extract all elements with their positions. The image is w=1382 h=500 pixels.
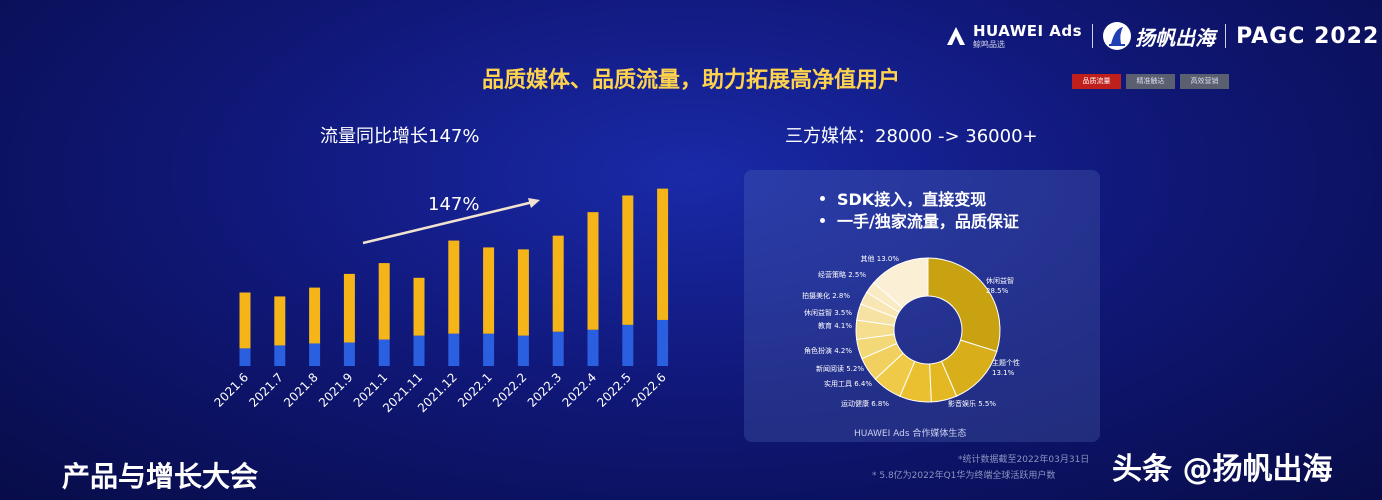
bar-segment: [343, 273, 355, 343]
donut-slice: [927, 257, 1001, 353]
bar-segment: [657, 319, 669, 366]
pagc-logo: PAGC 2022: [1236, 23, 1380, 49]
bar-segment: [552, 331, 564, 366]
bar-segment: [448, 333, 460, 366]
donut-slice-label: 影音娱乐 5.5%: [948, 399, 996, 408]
bar-segment: [343, 342, 355, 366]
huawei-ads-icon: [945, 25, 967, 47]
bar-segment: [448, 240, 460, 334]
media-title: 三方媒体：28000 -> 36000+: [785, 126, 1038, 147]
donut-slice-label: 休闲益智 3.5%: [804, 308, 852, 317]
bar-segment: [622, 195, 634, 325]
bar-segment: [622, 324, 634, 366]
bar-segment: [378, 339, 390, 366]
bar-segment: [517, 335, 529, 366]
growth-arrow: [362, 200, 534, 245]
donut-slice-label: 实用工具 6.4%: [824, 379, 872, 388]
media-bullet: 一手/独家流量，品质保证: [820, 208, 1019, 232]
x-tick-label: 2021.9: [316, 370, 356, 410]
x-tick-labels: 2021.62021.72021.82021.92021.12021.11202…: [212, 370, 669, 415]
donut-slice-label: 教育 4.1%: [818, 321, 852, 330]
donut-caption: HUAWEI Ads 合作媒体生态: [854, 429, 967, 439]
media-donut-chart: 休闲益智 28.5% 主题个性 13.1% 影音娱乐 5.5% 运动健康 6.8% 实用工具…: [802, 254, 1020, 408]
watermark: 头条 @扬帆出海: [1112, 452, 1333, 487]
brand-divider-2: [1225, 24, 1227, 48]
huawei-ads-name: HUAWEI Ads: [973, 21, 1083, 40]
huawei-ads-subtitle: 鲸鸣品选: [973, 39, 1005, 49]
footnote: * 5.8亿为2022年Q1华为终端全球活跃用户数: [872, 471, 1056, 481]
yangfan-logo: 扬帆出海: [1103, 22, 1215, 51]
x-tick-label: 2021.6: [212, 370, 252, 410]
x-tick-label: 2022.1: [455, 370, 495, 410]
slide-title: 品质媒体、品质流量，助力拓展高净值用户: [481, 68, 900, 93]
bar-segment: [587, 329, 599, 366]
arrow-head-icon: [528, 198, 540, 208]
media-panel: SDK接入，直接变现 一手/独家流量，品质保证 休闲益智 28.5% 主题个性 13.…: [744, 170, 1100, 442]
bar-segment: [274, 296, 286, 346]
media-bullet: SDK接入，直接变现: [820, 186, 986, 210]
donut-slice: [872, 257, 929, 309]
donut-slice-label: 新闻阅读 5.2%: [816, 364, 864, 373]
media-bullet-text: 一手/独家流量，品质保证: [837, 212, 1019, 231]
bar-segment: [413, 277, 425, 336]
yangfan-name: 扬帆出海: [1135, 25, 1216, 50]
bar-segment: [517, 249, 529, 336]
tab-strip: 品质流量 精准触达 高效营销: [1072, 74, 1229, 89]
brand-divider: [1092, 24, 1094, 48]
donut-slice-label: 拍摄美化 2.8%: [802, 291, 850, 300]
bar-segment: [239, 292, 251, 349]
growth-annotation: 147%: [428, 194, 479, 215]
huawei-ads-logo: HUAWEI Ads 鲸鸣品选: [945, 21, 1083, 49]
x-tick-label: 2022.4: [560, 370, 600, 410]
bar-segment: [274, 345, 286, 366]
x-tick-label: 2022.2: [490, 370, 530, 410]
bar-segment: [587, 212, 599, 330]
x-tick-label: 2022.3: [525, 370, 565, 410]
media-bullet-text: SDK接入，直接变现: [837, 190, 987, 209]
bar-segment: [483, 333, 495, 366]
traffic-bar-chart: 2021.62021.72021.82021.92021.12021.11202…: [212, 188, 669, 415]
donut-slice-label: 主题个性 13.1%: [992, 358, 1020, 377]
x-tick-label: 2022.6: [629, 370, 669, 410]
donut-slice-label: 运动健康 6.8%: [841, 399, 889, 408]
conference-name: 产品与增长大会: [62, 460, 259, 493]
x-tick-label: 2021.7: [246, 370, 286, 410]
bar-segment: [413, 335, 425, 366]
sail-icon: [1103, 22, 1132, 50]
x-tick-label: 2022.5: [594, 370, 634, 410]
bar-segment: [309, 287, 321, 344]
bar-segment: [239, 348, 251, 366]
donut-slice-label: 其他 13.0%: [861, 254, 900, 263]
bar-segment: [552, 235, 564, 332]
tab-precise-reach[interactable]: 精准触达: [1126, 74, 1175, 89]
donut-slice-label: 休闲益智 28.5%: [986, 276, 1014, 295]
brand-bar: HUAWEI Ads 鲸鸣品选 扬帆出海 PAGC 2022: [945, 18, 1379, 54]
donut-slice-label: 角色扮演 4.2%: [804, 346, 852, 355]
bar-segment: [483, 247, 495, 334]
donut-slice-label: 经营策略 2.5%: [818, 270, 866, 279]
footnote: *统计数据截至2022年03月31日: [958, 455, 1090, 465]
tab-quality-traffic[interactable]: 品质流量: [1072, 74, 1121, 89]
x-tick-label: 2021.8: [281, 370, 321, 410]
bar-segment: [309, 343, 321, 366]
bar-chart-title: 流量同比增长147%: [320, 126, 480, 147]
tab-efficient-marketing[interactable]: 高效营销: [1180, 74, 1229, 89]
bar-segment: [378, 263, 390, 340]
bar-segment: [657, 188, 669, 320]
